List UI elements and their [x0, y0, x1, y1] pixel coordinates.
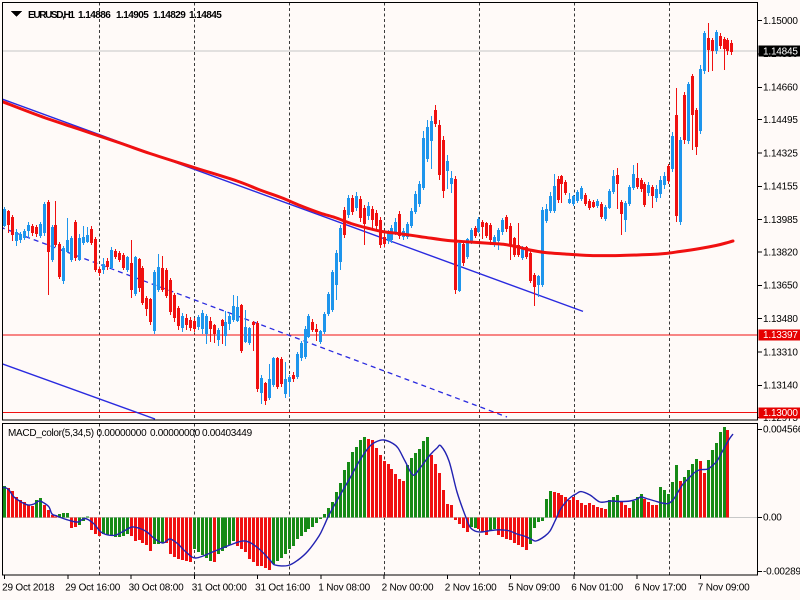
svg-text:2 Nov 16:00: 2 Nov 16:00 — [445, 583, 497, 594]
svg-text:1.13000: 1.13000 — [763, 408, 798, 419]
svg-text:1.14325: 1.14325 — [763, 148, 798, 159]
svg-text:1.13985: 1.13985 — [763, 215, 798, 226]
svg-text:1.14660: 1.14660 — [763, 83, 798, 94]
svg-text:1.14845: 1.14845 — [763, 46, 798, 57]
svg-text:1.14495: 1.14495 — [763, 115, 798, 126]
svg-text:1.13820: 1.13820 — [763, 247, 798, 258]
svg-text:6 Nov 17:00: 6 Nov 17:00 — [635, 583, 687, 594]
svg-text:1.13397: 1.13397 — [763, 330, 798, 341]
svg-text:2 Nov 00:00: 2 Nov 00:00 — [382, 583, 434, 594]
svg-text:1.14155: 1.14155 — [763, 182, 798, 193]
svg-text:0.00: 0.00 — [763, 513, 782, 524]
svg-text:1 Nov 08:00: 1 Nov 08:00 — [318, 583, 370, 594]
svg-text:1.13480: 1.13480 — [763, 314, 798, 325]
svg-text:31 Oct 00:00: 31 Oct 00:00 — [192, 583, 247, 594]
svg-text:29 Oct 2018: 29 Oct 2018 — [2, 583, 55, 594]
svg-text:1.13140: 1.13140 — [763, 381, 798, 392]
svg-text:30 Oct 08:00: 30 Oct 08:00 — [129, 583, 184, 594]
svg-text:29 Oct 16:00: 29 Oct 16:00 — [65, 583, 120, 594]
svg-text:0.00456645: 0.00456645 — [763, 425, 800, 436]
svg-text:7 Nov 09:00: 7 Nov 09:00 — [698, 583, 750, 594]
svg-text:1.13650: 1.13650 — [763, 281, 798, 292]
svg-text:-0.00289939: -0.00289939 — [763, 567, 800, 578]
svg-text:1.15000: 1.15000 — [763, 16, 798, 27]
svg-text:6 Nov 01:00: 6 Nov 01:00 — [571, 583, 623, 594]
svg-text:31 Oct 16:00: 31 Oct 16:00 — [255, 583, 310, 594]
svg-text:1.13310: 1.13310 — [763, 347, 798, 358]
svg-text:5 Nov 09:00: 5 Nov 09:00 — [508, 583, 560, 594]
